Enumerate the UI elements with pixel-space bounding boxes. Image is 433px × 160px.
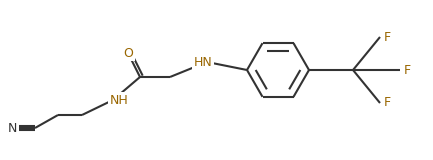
Text: NH: NH xyxy=(110,93,128,107)
Text: N: N xyxy=(7,121,17,135)
Text: F: F xyxy=(384,31,391,44)
Text: O: O xyxy=(123,47,133,60)
Text: HN: HN xyxy=(194,56,212,68)
Text: F: F xyxy=(384,96,391,109)
Text: F: F xyxy=(404,64,410,76)
